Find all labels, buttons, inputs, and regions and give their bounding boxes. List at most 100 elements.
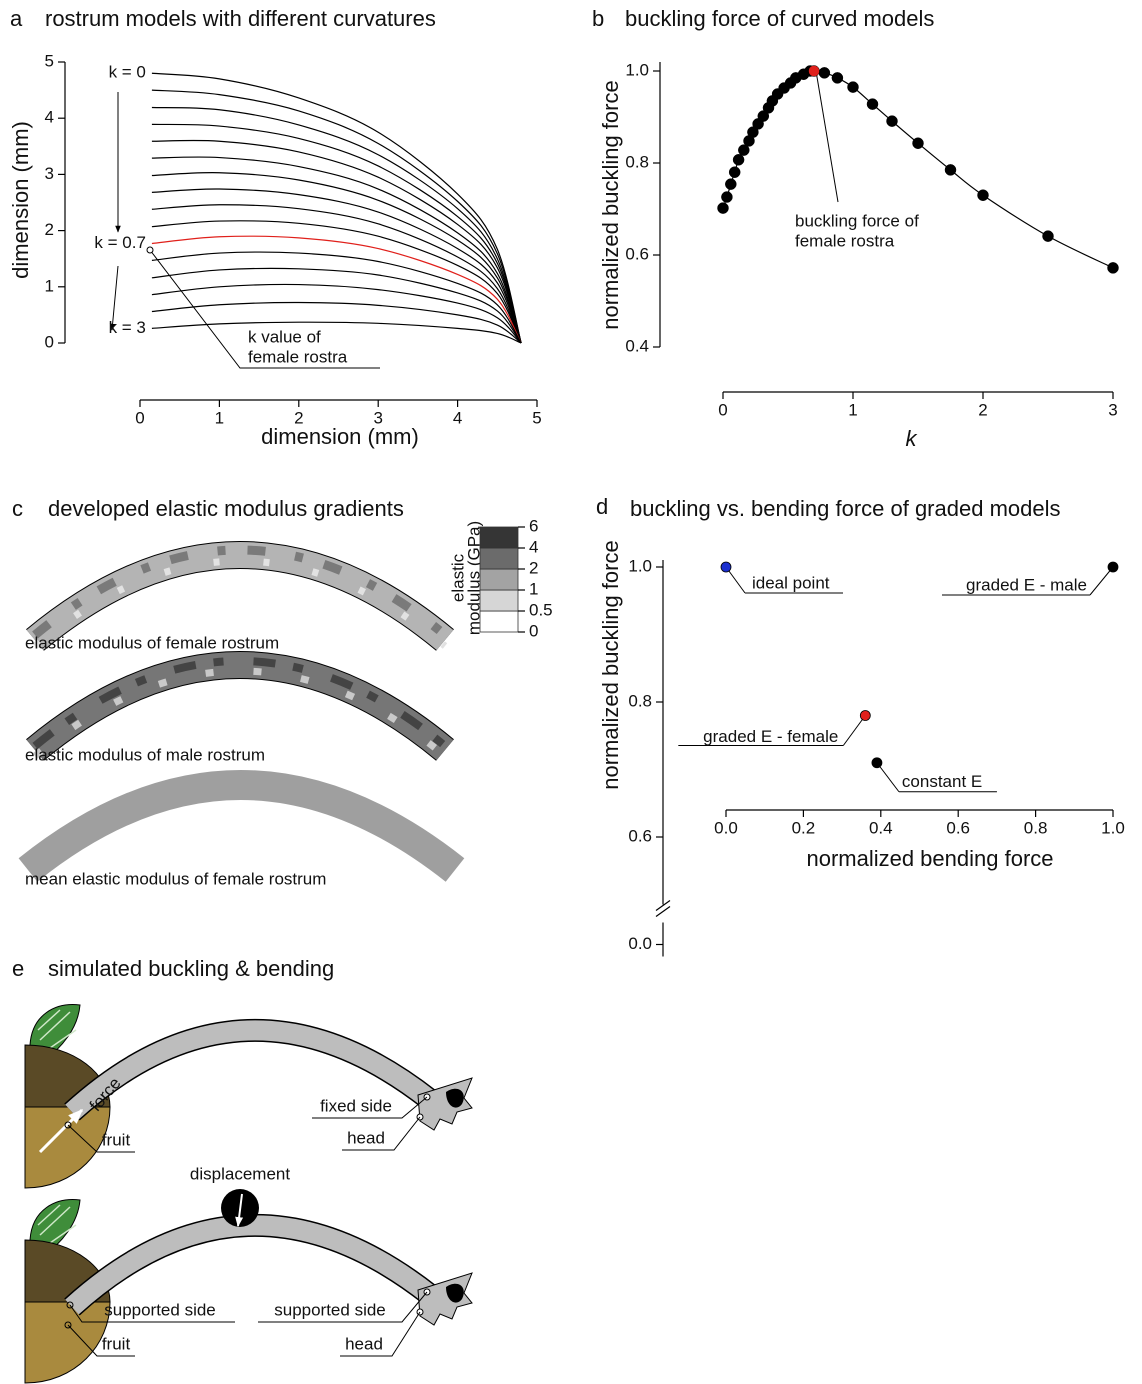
y-tick-label: 0 [45, 332, 54, 351]
label: supported side [104, 1300, 216, 1319]
y-tick-label: 0.4 [625, 336, 649, 355]
label: displacement [190, 1164, 290, 1183]
panel-title: simulated buckling & bending [48, 956, 334, 981]
modulus-map-male [26, 651, 454, 761]
bending-scene [25, 1200, 472, 1383]
x-tick-label: 3 [373, 408, 382, 427]
modulus-map-mean [18, 770, 465, 882]
point-label: graded E - female [703, 727, 838, 746]
colorbar-tick-label: 1 [529, 579, 538, 598]
label: fixed side [320, 1096, 392, 1115]
point [977, 189, 989, 201]
caption: mean elastic modulus of female rostrum [25, 869, 326, 888]
point [944, 164, 957, 176]
colorbar-bin [479, 568, 519, 591]
colorbar-tick-label: 0 [529, 621, 538, 640]
x-tick-label: 2 [978, 400, 987, 419]
leader-line [1089, 566, 1114, 596]
panel-letter: a [10, 6, 23, 31]
point-label: ideal point [752, 573, 830, 592]
series-line [151, 283, 522, 344]
caption: elastic modulus of male rostrum [25, 745, 265, 764]
x-tick-label: 1 [215, 408, 224, 427]
point [866, 98, 879, 110]
leader-line [876, 762, 900, 793]
colorbar-bin [479, 547, 519, 570]
colorbar-bin [479, 526, 519, 549]
panel-title: rostrum models with different curvatures [45, 6, 436, 31]
y-tick-label: 3 [45, 164, 54, 183]
y-axis-label: dimension (mm) [8, 121, 33, 279]
force-arrow [38, 1108, 84, 1154]
leader-line [258, 1291, 428, 1323]
series-line [151, 220, 522, 344]
colorbar-label: modulus (GPa) [464, 521, 483, 635]
marker-dot [66, 1301, 74, 1309]
annotation: female rostra [248, 347, 348, 366]
panel-title: developed elastic modulus gradients [48, 496, 404, 521]
colorbar-tick-label: 6 [529, 516, 538, 535]
series-line [151, 72, 522, 344]
curve-label: k = 3 [109, 318, 146, 337]
marker-dot [64, 1121, 72, 1129]
point [831, 72, 844, 84]
point [721, 191, 733, 203]
series-line [151, 89, 522, 344]
annotation: female rostra [795, 231, 895, 250]
label: fruit [102, 1334, 131, 1353]
leader-line [312, 1096, 428, 1119]
x-axis-label: normalized bending force [806, 846, 1053, 871]
leader-line [340, 1311, 421, 1357]
point [720, 561, 732, 573]
series-line [151, 156, 522, 344]
panel-title: buckling vs. bending force of graded mod… [630, 496, 1060, 521]
point-label: graded E - male [966, 575, 1087, 594]
y-axis-label: normalized buckling force [598, 80, 623, 329]
x-tick-label: 0.4 [869, 818, 893, 837]
annotation: buckling force of [795, 211, 919, 230]
y-tick-label: 4 [45, 108, 54, 127]
series-line [151, 251, 522, 344]
point [847, 81, 859, 93]
series-line [151, 204, 522, 344]
y-tick-label: 1.0 [625, 60, 649, 79]
y-tick-label: 5 [45, 51, 54, 70]
series-line [151, 321, 522, 344]
leader-line [69, 1304, 235, 1323]
point [912, 137, 924, 149]
axis-break [655, 900, 671, 911]
x-axis-label: k [906, 426, 918, 451]
y-tick-label: 1 [45, 276, 54, 295]
series-line [151, 301, 522, 344]
leader-line [67, 1124, 135, 1153]
leader-line [815, 70, 839, 203]
point [717, 202, 729, 214]
y-tick-label: 2 [45, 220, 54, 239]
leader-line [342, 1116, 421, 1151]
curve-label: k = 0 [109, 63, 146, 82]
panel-letter: d [596, 494, 608, 519]
point-label: constant E [902, 772, 982, 791]
caption: elastic modulus of female rostrum [25, 633, 279, 652]
marker-dot [64, 1321, 72, 1329]
x-tick-label: 0.0 [714, 818, 738, 837]
series-line [151, 171, 522, 344]
x-tick-label: 5 [532, 408, 541, 427]
panel-letter: b [592, 6, 604, 31]
modulus-map-female [26, 541, 454, 651]
colorbar-label: elastic [448, 553, 467, 602]
x-tick-label: 1.0 [1101, 818, 1125, 837]
point [1107, 262, 1119, 274]
series-line [151, 235, 522, 344]
x-tick-label: 0.2 [792, 818, 816, 837]
point [1107, 561, 1119, 573]
x-axis-label: dimension (mm) [261, 424, 419, 449]
colorbar-tick-label: 0.5 [529, 600, 553, 619]
leader-line [842, 715, 866, 746]
y-tick-label: 0.8 [625, 152, 649, 171]
point [886, 115, 898, 127]
panel-letter: e [12, 956, 24, 981]
series-line [151, 267, 522, 344]
series-line [151, 106, 522, 344]
